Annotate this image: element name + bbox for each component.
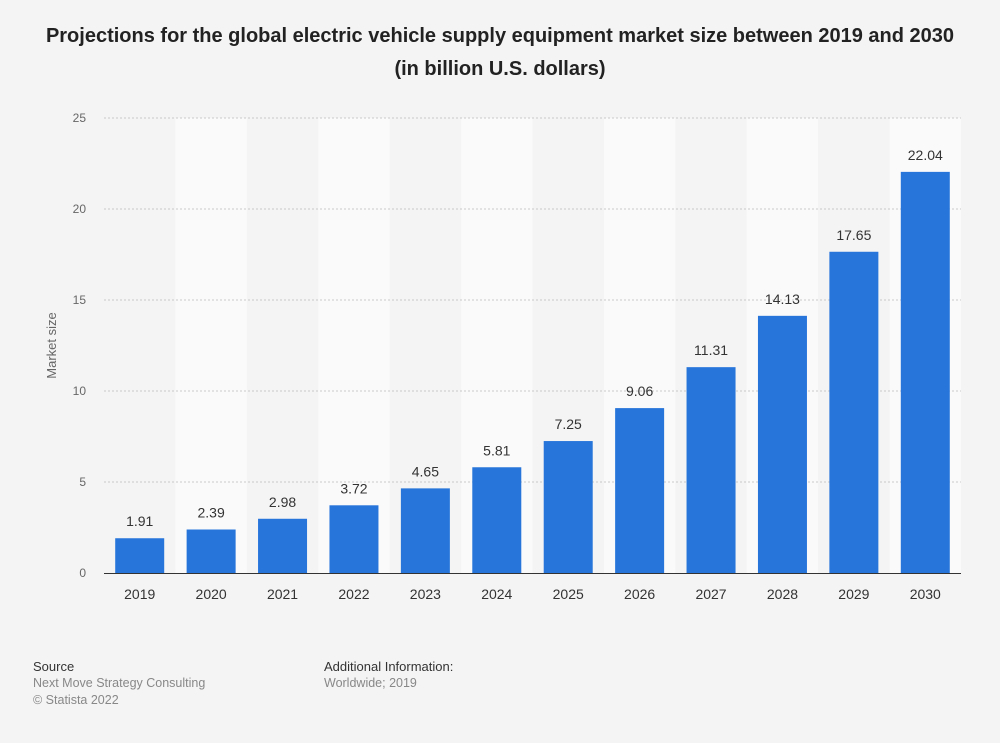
- data-label: 3.72: [340, 480, 367, 496]
- y-tick-label: 10: [73, 384, 87, 398]
- bar: [115, 538, 165, 573]
- bar: [900, 171, 950, 573]
- data-label: 22.04: [908, 147, 943, 163]
- y-axis-label: Market size: [44, 312, 59, 378]
- y-tick-label: 25: [73, 111, 87, 125]
- data-label: 2.39: [198, 505, 225, 521]
- data-label: 17.65: [836, 227, 871, 243]
- x-tick-label: 2027: [695, 586, 726, 602]
- x-tick-label: 2024: [481, 586, 512, 602]
- bar: [543, 441, 593, 573]
- bar: [258, 518, 308, 573]
- bar: [829, 251, 879, 573]
- column-band: [175, 118, 247, 573]
- x-tick-label: 2021: [267, 586, 298, 602]
- y-tick-label: 0: [79, 566, 86, 580]
- copyright-text[interactable]: © Statista 2022: [33, 693, 119, 707]
- x-tick-label: 2020: [196, 586, 227, 602]
- chart-title: Projections for the global electric vehi…: [45, 25, 955, 80]
- data-label: 11.31: [694, 342, 728, 358]
- data-label: 7.25: [555, 416, 582, 432]
- data-label: 5.81: [483, 442, 510, 458]
- x-tick-label: 2022: [338, 586, 369, 602]
- bar: [400, 488, 450, 573]
- data-label: 2.98: [269, 494, 296, 510]
- data-label: 9.06: [626, 383, 653, 399]
- bar: [757, 315, 807, 573]
- x-tick-label: 2029: [838, 586, 869, 602]
- bar: [329, 505, 379, 573]
- additional-info-block: Additional Information: Worldwide; 2019: [324, 658, 453, 692]
- bar: [615, 408, 665, 573]
- source-block: Source Next Move Strategy Consulting © S…: [33, 658, 205, 709]
- x-tick-label: 2026: [624, 586, 655, 602]
- bar: [186, 529, 236, 573]
- additional-info-text: Worldwide; 2019: [324, 676, 417, 690]
- bar: [472, 467, 522, 573]
- data-label: 14.13: [765, 291, 800, 307]
- source-heading: Source: [33, 659, 75, 674]
- column-band: [318, 118, 390, 573]
- x-tick-label: 2030: [910, 586, 941, 602]
- x-tick-label: 2025: [553, 586, 584, 602]
- x-tick-label: 2028: [767, 586, 798, 602]
- y-tick-label: 20: [73, 202, 87, 216]
- additional-info-heading[interactable]: Additional Information:: [324, 659, 454, 674]
- source-text[interactable]: Next Move Strategy Consulting: [33, 676, 206, 690]
- bar: [686, 367, 736, 573]
- x-tick-label: 2023: [410, 586, 441, 602]
- y-tick-label: 5: [79, 475, 86, 489]
- y-tick-label: 15: [73, 293, 87, 307]
- data-label: 4.65: [412, 463, 439, 479]
- data-label: 1.91: [126, 513, 153, 529]
- x-tick-label: 2019: [124, 586, 155, 602]
